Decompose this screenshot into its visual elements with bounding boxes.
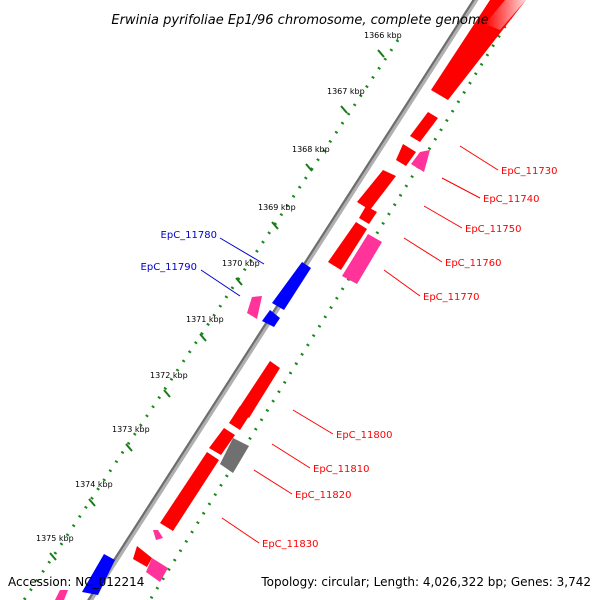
leader-line (441, 177, 481, 199)
gene-arrow[interactable] (262, 310, 280, 327)
tick-label: 1375 kbp (36, 534, 74, 543)
gene-arrow[interactable] (237, 361, 280, 418)
gene-arrow[interactable] (272, 262, 311, 310)
tick-mark (49, 552, 57, 561)
leader-line (221, 517, 260, 544)
gene-arrow[interactable] (357, 170, 396, 210)
gene-label[interactable]: EpC_11730 (501, 166, 557, 177)
tick-label: 1370 kbp (222, 259, 260, 268)
gene-arrow[interactable] (410, 112, 438, 142)
gene-label[interactable]: EpC_11810 (313, 464, 369, 475)
tick-mark (377, 49, 385, 58)
gene-arrow[interactable] (146, 558, 168, 582)
tick-label: 1371 kbp (186, 315, 224, 324)
leader-line (423, 205, 463, 229)
gene-label[interactable]: EpC_11830 (262, 539, 318, 550)
gene-arrow[interactable] (411, 150, 430, 172)
gene-arrow[interactable] (247, 296, 262, 319)
tick-label: 1366 kbp (364, 31, 402, 40)
tick-mark (235, 277, 243, 286)
tick-label: 1374 kbp (75, 480, 113, 489)
gene-label[interactable]: EpC_11770 (423, 292, 479, 303)
gene-arrow[interactable] (153, 530, 163, 540)
tick-label: 1368 kbp (292, 145, 330, 154)
summary-text: Topology: circular; Length: 4,026,322 bp… (260, 575, 591, 589)
accession-text: Accession: NC_012214 (8, 575, 144, 589)
gene-fade-tip (485, 0, 526, 30)
gene-arrow[interactable] (396, 144, 416, 166)
inner-dotted-ring (22, 39, 400, 600)
gene-arrow[interactable] (229, 406, 251, 430)
gene-features (55, 0, 526, 600)
leader-line (459, 145, 499, 171)
gene-label[interactable]: EpC_11760 (445, 258, 501, 269)
gene-label[interactable]: EpC_11740 (483, 194, 539, 205)
tick-mark (88, 498, 96, 507)
tick-mark (271, 221, 279, 230)
gene-arrow[interactable] (160, 452, 219, 531)
leader-line (219, 237, 265, 265)
gene-label[interactable]: EpC_11750 (465, 224, 521, 235)
gene-arrow[interactable] (220, 438, 249, 473)
outer-dotted-ring (148, 0, 524, 600)
leader-line (403, 237, 443, 263)
map-title: Erwinia pyrifoliae Ep1/96 chromosome, co… (111, 13, 488, 28)
gene-arrow[interactable] (342, 234, 382, 284)
leader-line (200, 269, 241, 297)
gene-arrow[interactable] (133, 546, 152, 567)
gene-label[interactable]: EpC_11780 (161, 230, 217, 241)
tick-mark (163, 389, 171, 398)
gene-arrow[interactable] (209, 428, 235, 455)
leader-line (292, 409, 334, 435)
leader-line (383, 269, 421, 297)
label-leader-lines (200, 145, 499, 544)
gene-arrow[interactable] (55, 590, 68, 600)
gene-arrow[interactable] (328, 222, 367, 270)
tick-marks: 1366 kbp 1367 kbp 1368 kbp 1369 kbp 1370 kbp… (36, 31, 402, 561)
tick-label: 1372 kbp (150, 371, 188, 380)
tick-label: 1369 kbp (258, 203, 296, 212)
gene-label[interactable]: EpC_11790 (141, 262, 197, 273)
tick-mark (125, 443, 133, 452)
gene-arrow[interactable] (359, 206, 377, 224)
leader-line (253, 469, 293, 495)
gene-arrow[interactable] (82, 554, 115, 595)
tick-label: 1367 kbp (327, 87, 365, 96)
tick-mark (340, 105, 348, 114)
gene-label[interactable]: EpC_11820 (295, 490, 351, 501)
gene-labels: EpC_11730 EpC_11740 EpC_11750 EpC_11760 EpC_… (141, 166, 558, 550)
tick-mark (305, 163, 313, 172)
leader-line (271, 443, 311, 469)
gene-label[interactable]: EpC_11800 (336, 430, 392, 441)
tick-label: 1373 kbp (112, 425, 150, 434)
tick-mark (199, 333, 207, 342)
